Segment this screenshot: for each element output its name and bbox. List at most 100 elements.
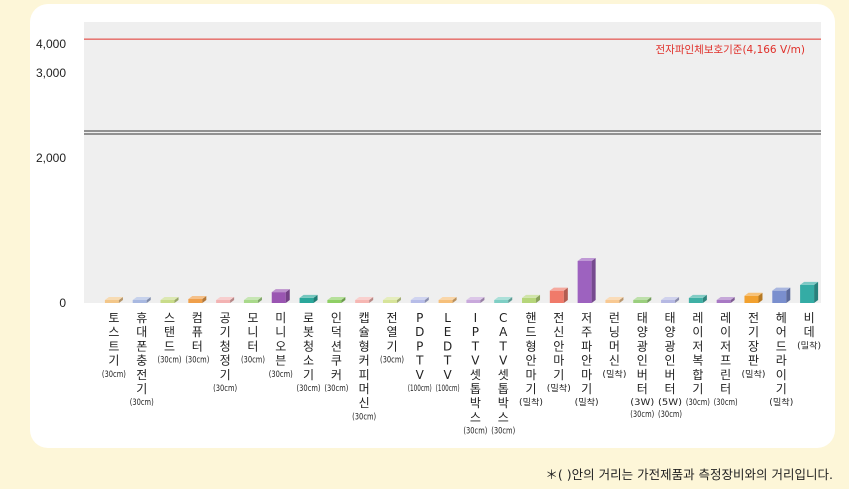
bar-side: [202, 296, 207, 303]
bar-side: [619, 297, 624, 303]
category-label-char: V: [443, 368, 452, 382]
category-label-char: 기: [108, 354, 119, 368]
bar: [160, 300, 175, 303]
bar: [577, 260, 592, 303]
bar-top: [633, 297, 652, 300]
category-label-char: 터: [720, 382, 731, 396]
bar-top: [549, 287, 568, 291]
bar-top: [299, 294, 318, 298]
category-label-char: 닝: [609, 325, 620, 339]
bar-side: [285, 289, 290, 303]
bar: [104, 300, 119, 303]
bar-side: [675, 297, 680, 303]
category-label-char: 기: [748, 325, 759, 339]
category-label-char: 기: [386, 339, 397, 353]
bar: [633, 300, 648, 303]
bar: [744, 295, 759, 303]
bar: [271, 292, 286, 303]
category-distance-label: (30cm): [130, 398, 154, 408]
category-label-char: 신: [359, 396, 370, 410]
category-label-char: 전: [553, 311, 564, 325]
category-label-char: 광: [665, 339, 676, 353]
category-distance-label: (30cm): [102, 370, 126, 380]
category-label-char: 미: [275, 311, 286, 325]
bar-top: [466, 297, 485, 300]
category-label-char: 토: [108, 311, 119, 325]
category-distance-label: (30cm): [269, 370, 293, 380]
category-label-char: 이: [720, 325, 731, 339]
bar-top: [132, 297, 151, 300]
category-label-char: 버: [665, 368, 676, 382]
bar-side: [591, 257, 596, 303]
category-label-char: 커: [331, 368, 342, 382]
category-distance-label: (5W): [658, 398, 682, 408]
category-label-char: 마: [553, 354, 564, 368]
category-label-char: 양: [665, 325, 676, 339]
category-label-char: 트: [108, 339, 119, 353]
category-label-char: 안: [581, 354, 592, 368]
y-tick-label: 3,000: [36, 66, 66, 80]
bar-side: [369, 297, 374, 303]
category-label-char: 븐: [275, 354, 286, 368]
bar: [382, 300, 397, 303]
category-label-char: V: [499, 354, 508, 368]
plot-area: [84, 22, 821, 303]
category-label-char: E: [444, 325, 452, 339]
category-label-char: 터: [247, 339, 258, 353]
bar-side: [341, 297, 346, 303]
category-label-char: 니: [275, 325, 286, 339]
category-label-char: 열: [386, 325, 397, 339]
category-label-char: 봇: [303, 325, 314, 339]
category-distance-label: (30cm): [185, 356, 209, 366]
bar-top: [327, 297, 346, 300]
bar: [466, 300, 481, 303]
bar: [494, 300, 509, 303]
category-distance-label: (100cm): [408, 384, 432, 394]
category-label-char: 태: [637, 311, 648, 325]
bar-side: [118, 297, 123, 303]
category-label-char: 캡: [359, 311, 370, 325]
category-label-char: 기: [303, 368, 314, 382]
bar-top: [271, 289, 290, 293]
category-label-char: 린: [720, 368, 731, 382]
bar-side: [452, 297, 457, 303]
bar-side: [536, 294, 541, 303]
category-label-char: 이: [692, 325, 703, 339]
category-label-char: V: [416, 368, 425, 382]
category-label-char: 주: [581, 325, 592, 339]
category-label-char: 퓨: [192, 325, 203, 339]
category-distance-label: (30cm): [463, 427, 487, 437]
bar-side: [702, 294, 707, 303]
bar-top: [104, 297, 123, 300]
category-label-char: 프: [720, 354, 731, 368]
bar: [132, 300, 147, 303]
bar-side: [563, 287, 568, 303]
category-label-char: 장: [748, 339, 759, 353]
category-label-char: 대: [136, 325, 147, 339]
category-label-char: 어: [776, 325, 787, 339]
category-label-char: 니: [247, 325, 258, 339]
bar: [716, 300, 731, 303]
category-label-char: 기: [776, 382, 787, 396]
category-distance-label: (30cm): [213, 384, 237, 394]
category-label-char: P: [416, 311, 423, 325]
category-label-char: 슐: [359, 325, 370, 339]
category-label-char: 저: [581, 311, 592, 325]
category-label-char: C: [499, 311, 507, 325]
y-tick-label: 0: [59, 296, 66, 310]
bar-top: [494, 297, 513, 300]
bar-top: [800, 281, 819, 285]
category-label-char: P: [472, 325, 479, 339]
bar: [661, 300, 676, 303]
category-label-char: 레: [692, 311, 703, 325]
category-label-char: 터: [192, 339, 203, 353]
y-tick-label: 2,000: [36, 151, 66, 165]
category-distance-label: (30cm): [297, 384, 321, 394]
category-distance-label: (밀착): [741, 369, 765, 380]
category-label-char: T: [499, 339, 508, 353]
category-label-char: 버: [637, 368, 648, 382]
bar-top: [688, 294, 707, 298]
category-label-char: 셋: [498, 368, 509, 382]
category-label-char: T: [443, 354, 452, 368]
